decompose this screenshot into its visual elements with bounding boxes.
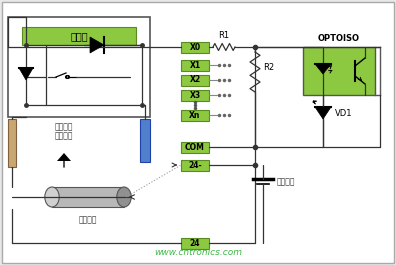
Text: R1: R1 bbox=[219, 31, 230, 40]
Bar bbox=[181, 160, 209, 170]
Ellipse shape bbox=[45, 187, 59, 207]
Bar bbox=[181, 237, 209, 249]
Text: VD1: VD1 bbox=[335, 108, 352, 117]
Bar bbox=[181, 109, 209, 121]
Text: www.cntronics.com: www.cntronics.com bbox=[154, 248, 242, 257]
Text: COM: COM bbox=[185, 143, 205, 152]
Text: 主电路: 主电路 bbox=[70, 31, 88, 41]
Bar bbox=[8, 119, 16, 167]
Bar bbox=[303, 47, 375, 95]
Text: X2: X2 bbox=[189, 76, 200, 85]
Bar bbox=[181, 42, 209, 52]
Text: 24-: 24- bbox=[188, 161, 202, 170]
Polygon shape bbox=[19, 68, 33, 80]
Bar bbox=[181, 60, 209, 70]
Bar bbox=[181, 142, 209, 152]
Text: X0: X0 bbox=[189, 42, 200, 51]
Polygon shape bbox=[57, 153, 71, 161]
Bar bbox=[22, 27, 136, 45]
Text: X3: X3 bbox=[189, 91, 200, 99]
Bar bbox=[181, 90, 209, 100]
Polygon shape bbox=[315, 107, 331, 119]
Text: 直流两线: 直流两线 bbox=[55, 122, 73, 131]
Text: 内置电源: 内置电源 bbox=[277, 178, 295, 187]
Polygon shape bbox=[90, 37, 104, 53]
Ellipse shape bbox=[117, 187, 131, 207]
Text: 24: 24 bbox=[190, 238, 200, 248]
Bar bbox=[8, 17, 150, 117]
Text: R2: R2 bbox=[263, 63, 274, 72]
Text: Xn: Xn bbox=[189, 111, 201, 120]
Text: 接近开关: 接近开关 bbox=[55, 131, 73, 140]
Text: 外置电源: 外置电源 bbox=[79, 215, 97, 224]
Text: X1: X1 bbox=[189, 60, 200, 69]
Bar bbox=[181, 74, 209, 86]
Bar bbox=[140, 119, 150, 162]
Bar bbox=[52, 187, 124, 207]
Text: OPTOISO: OPTOISO bbox=[318, 34, 360, 43]
Polygon shape bbox=[315, 64, 331, 74]
